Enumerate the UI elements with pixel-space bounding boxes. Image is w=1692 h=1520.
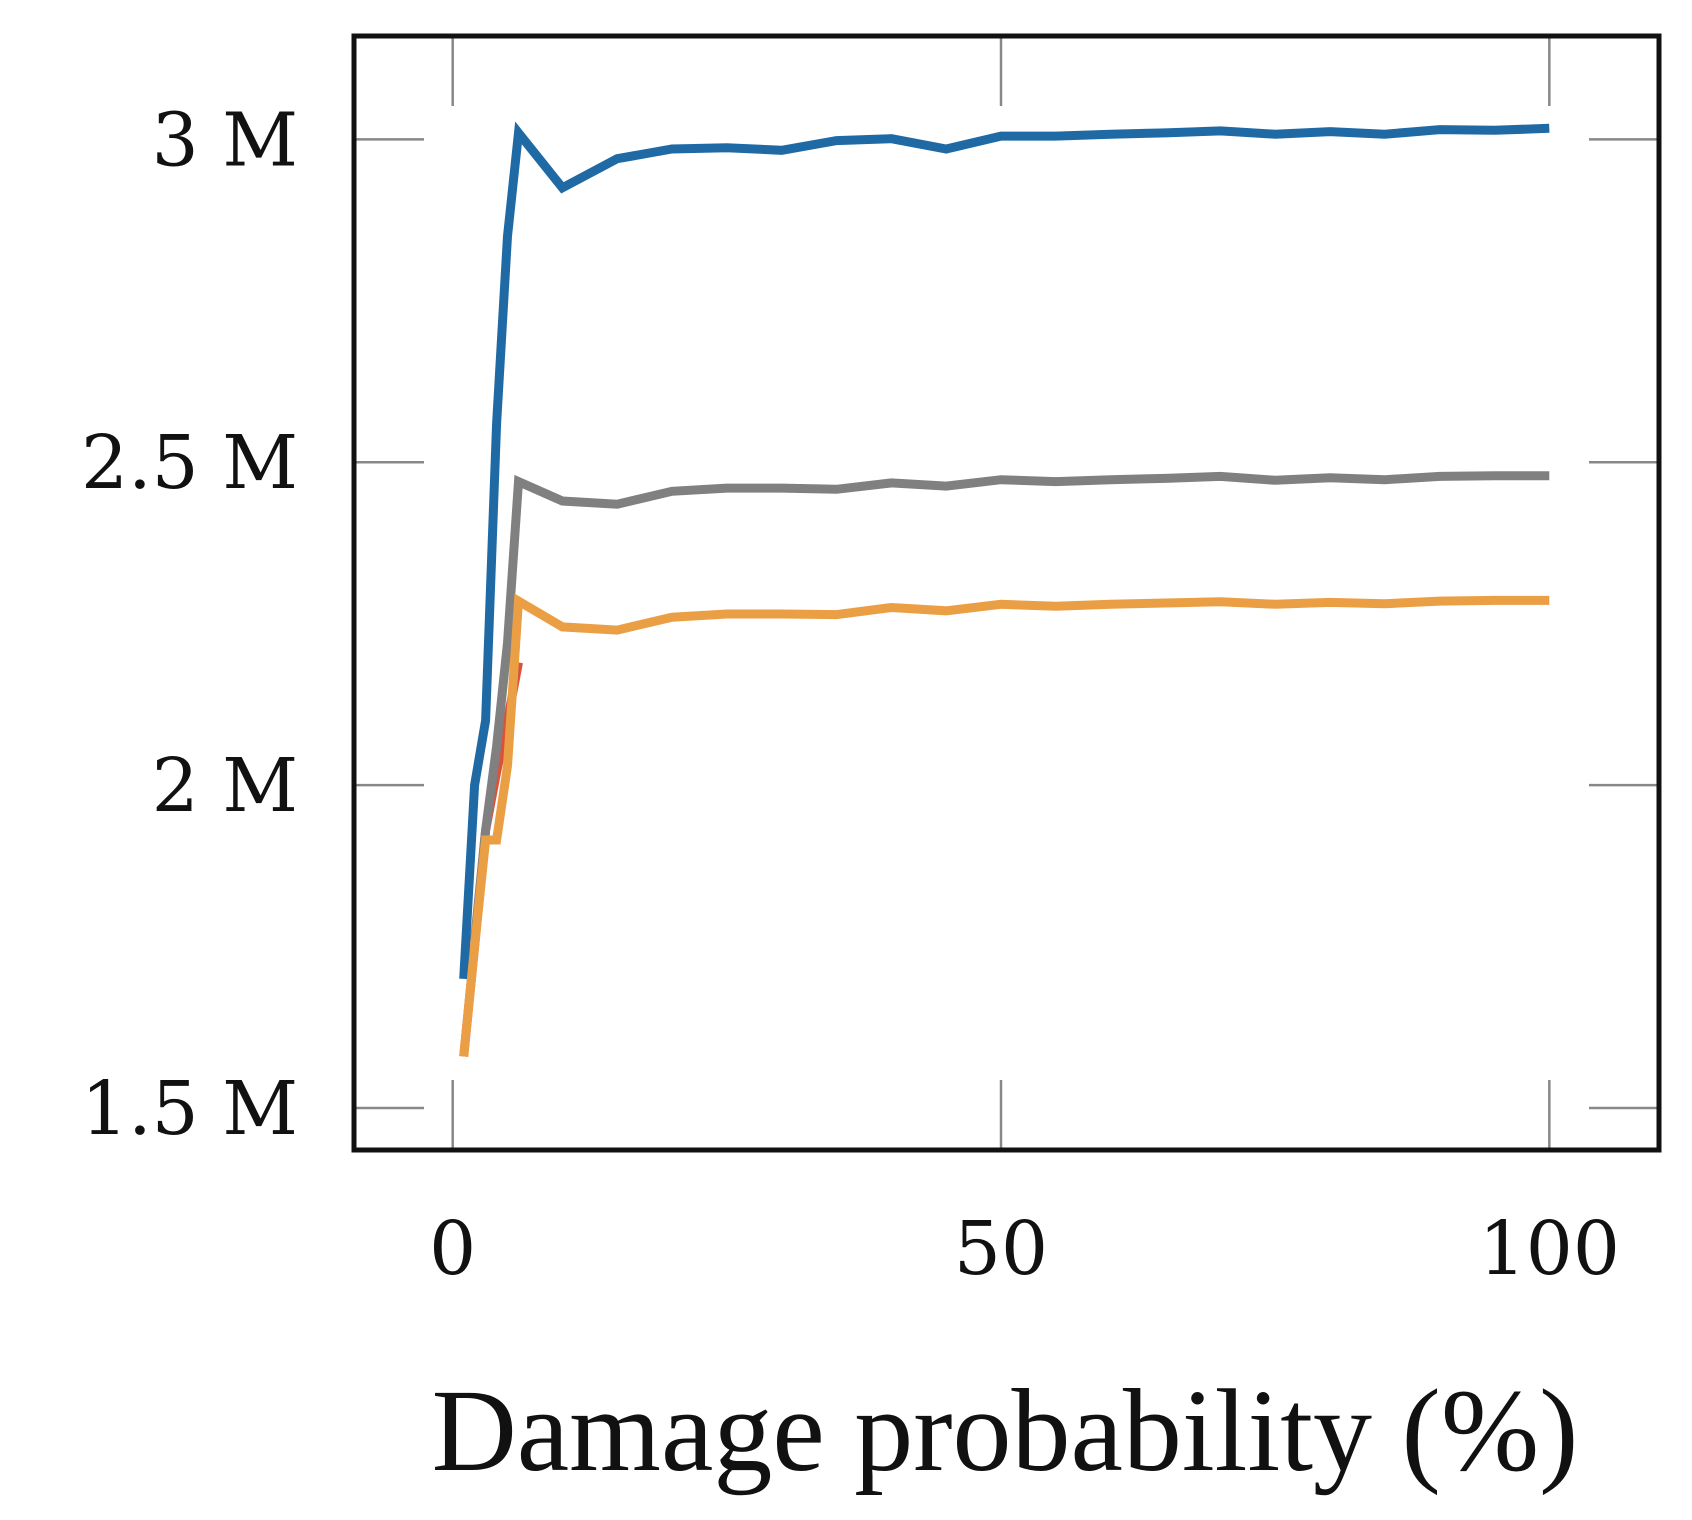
labels-layer: 0 50 100 1.5 M 2 M 2.5 M 3 M: [81, 97, 1620, 1292]
y-tick-label-3: 3 M: [152, 97, 298, 183]
x-tick-label-50: 50: [954, 1206, 1048, 1292]
series-line-blue: [459, 121, 1550, 980]
plot-frame: [351, 33, 1662, 1153]
series-layer: [459, 121, 1550, 1057]
series-line-gray: [470, 471, 1550, 941]
x-tick-label-100: 100: [1479, 1206, 1620, 1292]
x-tick-label-0: 0: [429, 1206, 476, 1292]
x-axis-title: Damage probability (%): [432, 1365, 1579, 1496]
y-tick-label-2-5: 2.5 M: [81, 420, 298, 506]
y-tick-label-1-5: 1.5 M: [81, 1066, 298, 1152]
ticks-layer: [354, 36, 1659, 1150]
series-line-orange: [459, 593, 1550, 1057]
y-tick-label-2: 2 M: [152, 743, 298, 829]
